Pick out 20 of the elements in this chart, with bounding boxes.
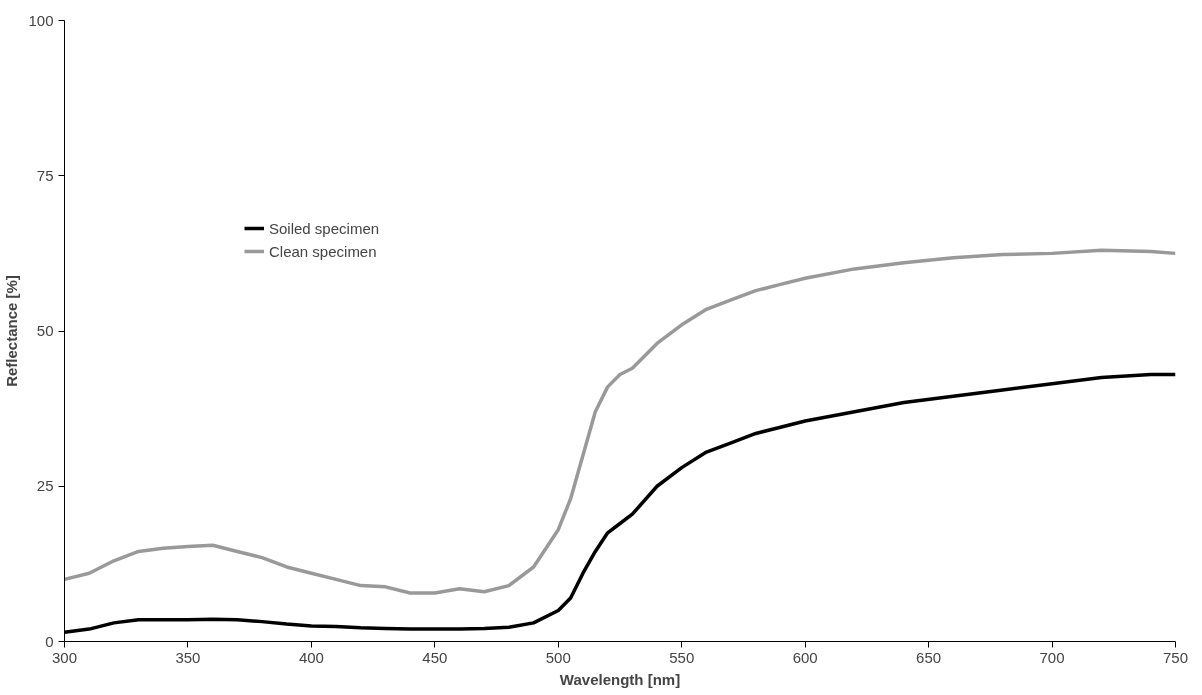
y-tick-label: 100	[28, 11, 54, 29]
legend-label: Soiled specimen	[269, 219, 380, 237]
y-tick-label: 25	[36, 477, 54, 495]
x-tick-label: 700	[1039, 648, 1065, 666]
line-series	[64, 248, 1176, 595]
x-axis-title: Wavelength [nm]	[559, 670, 681, 688]
y-tick-label: 0	[45, 632, 54, 650]
x-tick-label: 600	[792, 648, 818, 666]
x-tick-label: 650	[916, 648, 942, 666]
x-tick-label: 450	[422, 648, 448, 666]
y-tick-label: 50	[36, 322, 54, 339]
x-tick-label: 550	[669, 648, 695, 666]
x-tick-label: 300	[51, 648, 78, 666]
y-axis-title: Reflectance [%]	[3, 275, 21, 387]
x-tick-label: 400	[298, 648, 324, 666]
x-tick-label: 350	[175, 648, 201, 666]
y-tick-label: 75	[36, 166, 54, 184]
x-tick-label: 750	[1162, 648, 1189, 666]
legend-label: Clean specimen	[269, 242, 377, 260]
x-tick-label: 500	[545, 648, 571, 666]
